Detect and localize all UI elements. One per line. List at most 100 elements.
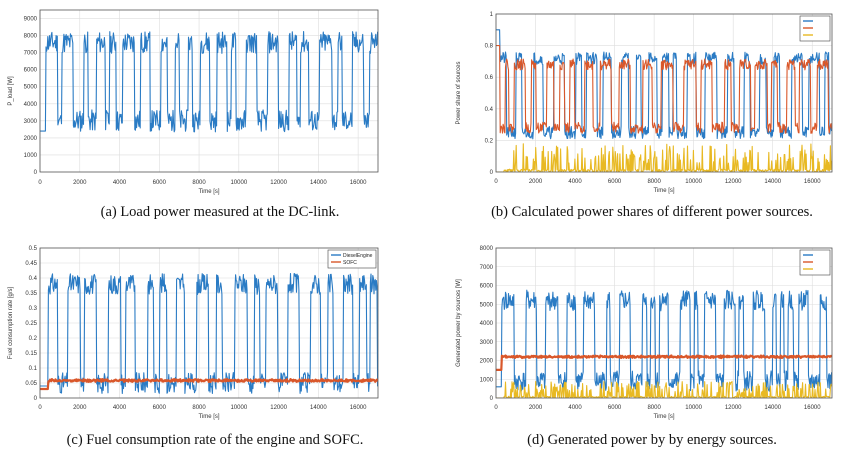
x-tick-label: 10000 <box>230 180 247 186</box>
y-tick-label: 0.6 <box>485 75 494 81</box>
y-tick-label: 1 <box>490 12 494 18</box>
x-tick-label: 8000 <box>192 405 206 411</box>
x-axis-label: Time [s] <box>198 414 219 420</box>
y-tick-label: 0.2 <box>485 138 494 144</box>
legend-box <box>799 15 831 42</box>
x-tick-label: 2000 <box>529 179 543 185</box>
y-tick-label: 8000 <box>24 34 38 40</box>
series-line-blue <box>40 30 378 133</box>
x-tick-label: 10000 <box>685 179 702 185</box>
series-line-blue <box>40 272 378 395</box>
chart-panel-c: 0 2000 4000 6000 8000 10000 12000 14000 16000 0 0.… <box>0 234 410 429</box>
y-tick-label: 6000 <box>24 68 38 74</box>
y-tick-label: 0.25 <box>25 321 37 327</box>
y-tick-label: 4000 <box>24 102 38 108</box>
y-tick-label: 5000 <box>24 85 38 91</box>
x-tick-label: 12000 <box>270 405 287 411</box>
chart-c: 0 2000 4000 6000 8000 10000 12000 14000 16000 0 0.… <box>8 246 379 420</box>
y-tick-label: 0.3 <box>29 306 38 312</box>
y-tick-label: 0 <box>34 396 38 402</box>
y-tick-label: 0.4 <box>29 276 38 282</box>
x-tick-label: 0 <box>38 180 42 186</box>
y-tick-label: 0.15 <box>25 351 37 357</box>
caption-a: (a) Load power measured at the DC-link. <box>100 204 340 220</box>
x-tick-label: 16000 <box>804 179 821 185</box>
x-tick-label: 0 <box>38 405 42 411</box>
x-tick-label: 0 <box>494 179 498 185</box>
y-axis-label: P_load [W] <box>8 76 14 106</box>
y-tick-label: 0.35 <box>25 291 37 297</box>
y-tick-label: 5000 <box>480 302 494 308</box>
x-tick-label: 4000 <box>568 405 582 411</box>
y-tick-label: 3000 <box>24 119 38 125</box>
x-tick-label: 12000 <box>725 405 742 411</box>
y-tick-label: 7000 <box>24 51 38 57</box>
y-tick-label: 0 <box>490 396 494 402</box>
x-tick-label: 10000 <box>685 405 702 411</box>
chart-a: 0 2000 4000 6000 8000 10000 12000 14000 16000 0 10… <box>8 9 379 195</box>
chart-b: 0 2000 4000 6000 8000 10000 12000 14000 16000 0 0.… <box>456 12 833 194</box>
x-tick-label: 12000 <box>270 180 287 186</box>
series-line-orange <box>496 45 832 134</box>
axes-frame <box>39 9 379 173</box>
series-line-yellow <box>496 143 832 172</box>
y-tick-label: 2000 <box>24 136 38 142</box>
x-tick-label: 14000 <box>764 179 781 185</box>
plot-area <box>40 10 378 172</box>
y-tick-label: 2000 <box>480 359 494 365</box>
caption-b: (b) Calculated power shares of different… <box>491 204 813 220</box>
y-tick-label: 0.8 <box>485 44 494 50</box>
y-tick-label: 0.5 <box>29 246 38 252</box>
x-tick-label: 14000 <box>310 405 327 411</box>
x-axis-label: Time [s] <box>198 189 219 195</box>
y-tick-label: 1000 <box>24 153 38 159</box>
x-tick-label: 6000 <box>608 179 622 185</box>
chart-d: 0 2000 4000 6000 8000 10000 12000 14000 16000 0 10… <box>456 246 833 420</box>
x-tick-label: 16000 <box>804 405 821 411</box>
y-tick-label: 8000 <box>480 246 494 252</box>
chart-panel-b: 0 2000 4000 6000 8000 10000 12000 14000 16000 0 0.… <box>444 0 854 205</box>
x-tick-label: 4000 <box>113 405 127 411</box>
chart-panel-d: 0 2000 4000 6000 8000 10000 12000 14000 16000 0 10… <box>444 234 854 429</box>
x-tick-label: 14000 <box>764 405 781 411</box>
series-line-blue <box>496 29 832 140</box>
caption-c: (c) Fuel consumption rate of the engine … <box>66 432 364 448</box>
y-tick-label: 0.05 <box>25 381 37 387</box>
y-axis-label: Power share of sources <box>456 61 462 124</box>
y-tick-label: 0.45 <box>25 261 37 267</box>
x-tick-label: 4000 <box>568 179 582 185</box>
y-tick-label: 0.1 <box>29 366 38 372</box>
x-tick-label: 16000 <box>350 180 367 186</box>
x-axis-label: Time [s] <box>653 414 674 420</box>
x-tick-label: 14000 <box>310 180 327 186</box>
x-tick-label: 4000 <box>113 180 127 186</box>
x-tick-label: 8000 <box>192 180 206 186</box>
x-tick-label: 0 <box>494 405 498 411</box>
x-axis-label: Time [s] <box>653 188 674 194</box>
x-tick-label: 12000 <box>725 179 742 185</box>
y-axis-label: Fuel consumption rate [g/s] <box>8 286 14 359</box>
plot-area <box>496 14 832 172</box>
x-tick-label: 8000 <box>647 179 661 185</box>
axes-frame <box>39 247 379 399</box>
y-tick-label: 1000 <box>480 377 494 383</box>
y-tick-label: 0.2 <box>29 336 38 342</box>
x-tick-label: 2000 <box>73 180 87 186</box>
y-tick-label: 0.4 <box>485 107 494 113</box>
x-tick-label: 6000 <box>608 405 622 411</box>
series-line-blue <box>496 289 832 392</box>
axes-frame <box>495 247 833 399</box>
y-tick-label: 0 <box>490 170 494 176</box>
y-tick-label: 3000 <box>480 340 494 346</box>
x-tick-label: 10000 <box>230 405 247 411</box>
y-tick-label: 9000 <box>24 17 38 23</box>
series-line-orange <box>40 378 378 391</box>
x-tick-label: 6000 <box>153 180 167 186</box>
series-line-orange <box>496 354 832 371</box>
legend-entry: SOFC <box>343 260 357 266</box>
legend-entry: DieselEngine <box>343 253 373 259</box>
y-axis-label: Generated power by sources [W] <box>456 279 462 367</box>
x-tick-label: 16000 <box>350 405 367 411</box>
caption-d: (d) Generated power by by energy sources… <box>527 432 777 448</box>
y-tick-label: 0 <box>34 170 38 176</box>
